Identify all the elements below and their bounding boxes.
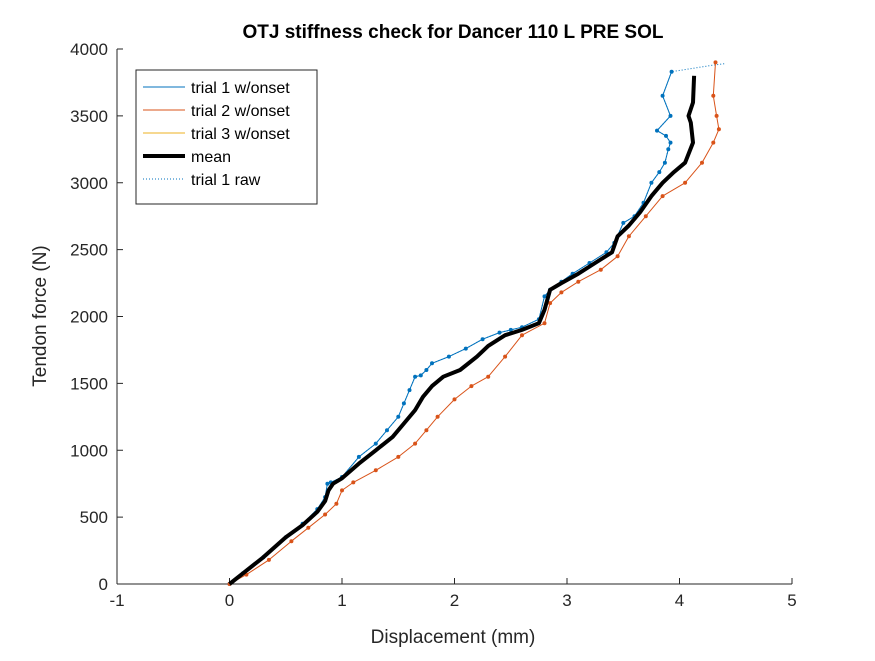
data-point-0 [356,454,361,459]
data-point-0 [385,428,389,433]
data-point-0 [508,327,513,332]
data-point-0 [446,354,451,359]
data-point-1 [435,414,440,419]
data-point-1 [576,279,581,284]
data-point-0 [660,93,665,98]
data-point-1 [306,525,311,530]
data-point-0 [497,330,502,335]
legend-label: mean [191,149,231,166]
y-tick-label: 2500 [70,241,108,260]
data-point-0 [418,373,423,378]
data-point-1 [711,140,716,145]
data-point-0 [413,374,418,379]
data-point-0 [542,294,547,299]
data-point-0 [463,346,468,351]
data-point-1 [716,127,721,132]
data-point-0 [396,414,401,419]
data-point-1 [266,557,271,562]
data-point-0 [655,128,659,133]
data-point-0 [669,69,674,74]
x-tick-label: 2 [450,591,459,610]
data-point-1 [323,512,328,517]
legend-label: trial 2 w/onset [191,103,290,120]
legend: trial 1 w/onset trial 2 w/onset trial 3 w/… [135,69,318,205]
data-point-1 [548,301,553,306]
y-tick-label: 1000 [70,441,108,460]
data-point-0 [662,160,667,165]
x-tick-label: -1 [109,591,124,610]
y-axis-label: Tendon force (N) [30,245,51,387]
y-tick-label: 4000 [70,40,108,59]
legend-label: trial 1 w/onset [191,80,290,97]
data-point-1 [413,441,418,446]
data-point-1 [683,180,688,185]
legend-label: trial 3 w/onset [191,126,290,143]
data-point-1 [520,333,524,338]
series-line-3 [228,75,697,586]
data-point-1 [424,428,429,433]
x-tick-label: 4 [675,591,684,610]
data-point-0 [373,441,378,446]
data-point-0 [325,481,330,486]
data-point-0 [401,401,406,406]
y-tick-label: 0 [99,575,108,594]
y-tick-label: 2000 [70,308,108,327]
data-point-0 [407,388,412,393]
data-point-1 [340,488,344,493]
data-point-1 [396,454,401,459]
data-point-0 [424,368,429,372]
data-point-1 [373,468,378,473]
y-tick-label: 1500 [70,374,108,393]
data-point-1 [334,501,339,506]
x-tick-label: 0 [225,591,234,610]
data-point-0 [668,140,673,145]
data-point-1 [713,60,718,65]
data-point-0 [480,337,485,342]
data-point-1 [700,160,704,165]
data-point-1 [452,397,457,402]
data-point-1 [559,290,564,295]
legend-label: trial 1 raw [191,172,261,189]
data-point-0 [657,170,662,175]
data-point-0 [664,133,668,138]
data-point-1 [351,480,356,485]
data-point-1 [626,234,631,239]
data-point-1 [486,374,491,379]
data-point-0 [621,220,626,225]
data-point-1 [469,384,474,389]
x-tick-label: 1 [337,591,346,610]
data-point-0 [430,361,434,366]
data-point-0 [668,113,673,118]
x-axis-label: Displacement (mm) [371,627,536,648]
legend-box [135,69,318,205]
data-point-1 [598,267,603,272]
data-point-1 [289,539,294,544]
data-point-1 [503,354,508,359]
y-tick-label: 3000 [70,174,108,193]
data-point-1 [643,214,648,219]
x-tick-label: 3 [562,591,571,610]
data-point-1 [711,93,716,98]
data-point-1 [660,194,665,199]
y-tick-label: 3500 [70,107,108,126]
series-layer [227,60,725,586]
data-point-1 [714,113,719,118]
data-point-1 [542,321,547,326]
data-point-0 [649,180,654,185]
chart-title: OTJ stiffness check for Dancer 110 L PRE… [243,22,664,43]
data-point-1 [615,254,620,259]
x-tick-label: 5 [787,591,796,610]
data-point-0 [666,147,671,152]
y-tick-label: 500 [80,508,108,527]
